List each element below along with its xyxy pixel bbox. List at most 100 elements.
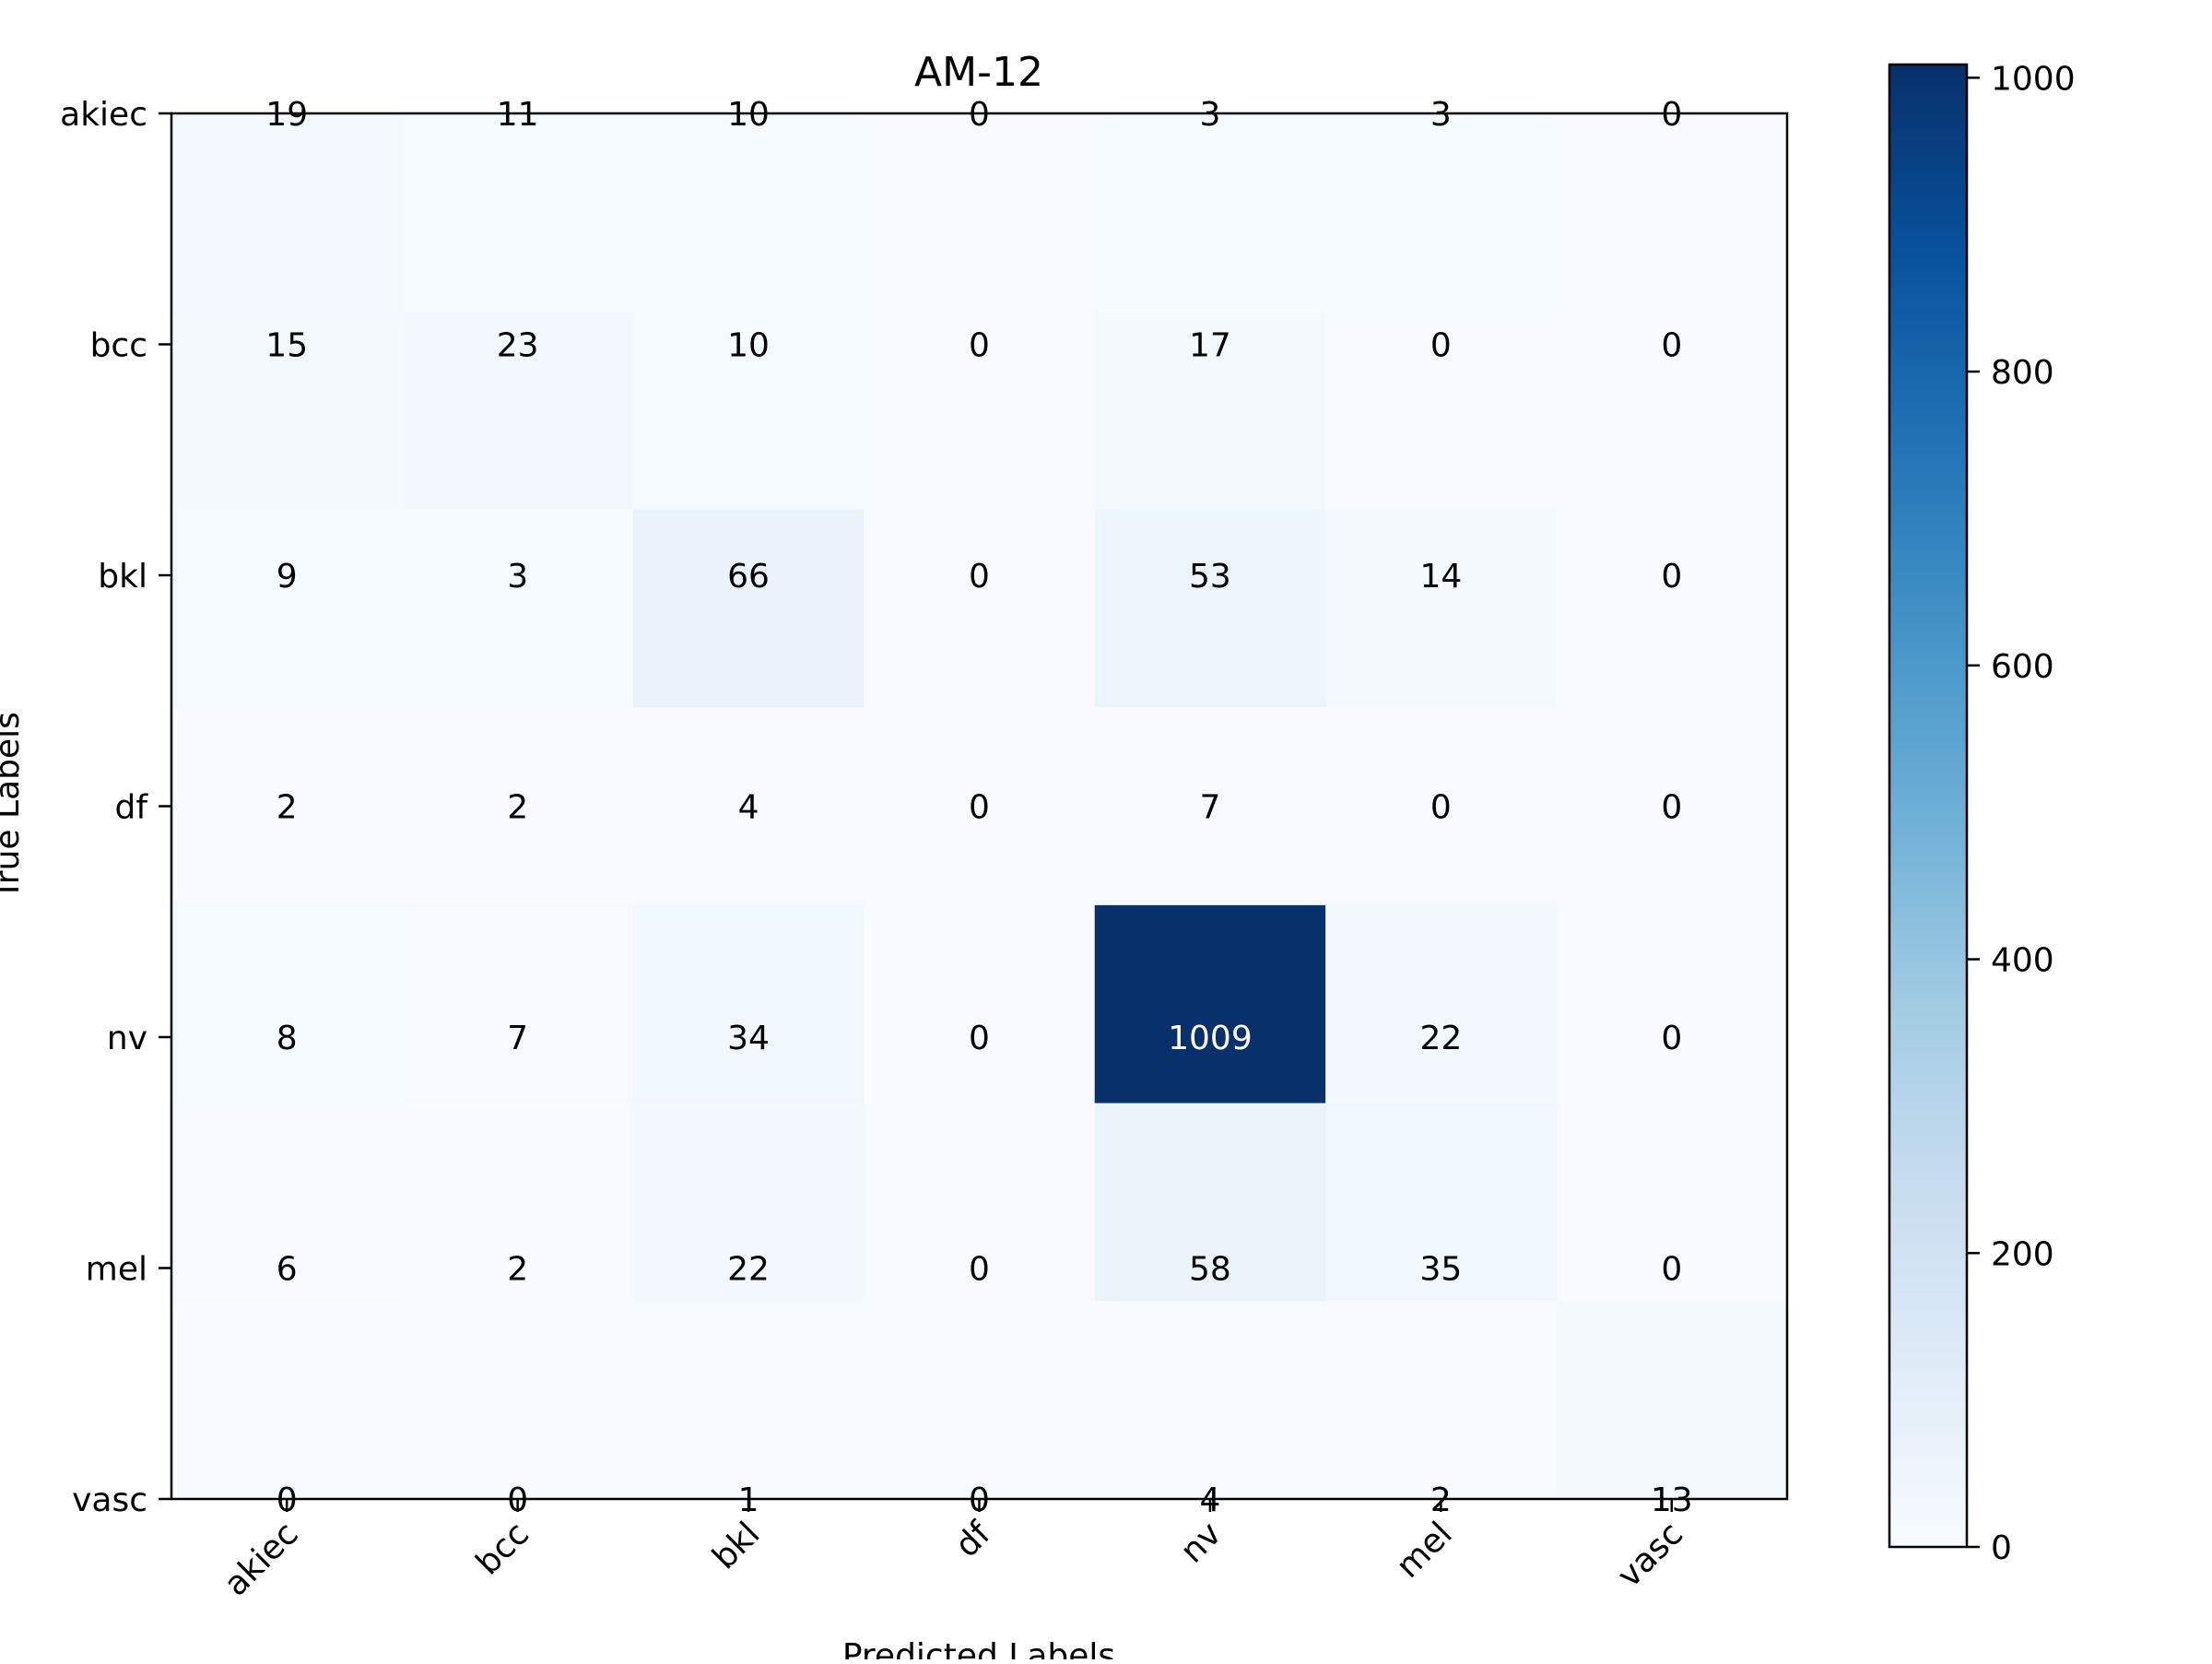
cell-value-label: 0 <box>1661 558 1682 596</box>
heatmap-cell <box>171 1103 404 1302</box>
cell-value-label: 34 <box>727 1020 770 1057</box>
cell-value-label: 22 <box>727 1251 770 1289</box>
heatmap-cell <box>1094 311 1326 511</box>
cell-value-label: 3 <box>1430 96 1452 134</box>
cell-value-label: 7 <box>507 1020 528 1057</box>
colorbar-tick-label: 600 <box>1991 648 2054 686</box>
cell-value-label: 4 <box>1199 1481 1220 1519</box>
cell-value-label: 0 <box>969 1020 990 1057</box>
cell-value-label: 19 <box>265 96 308 134</box>
cell-value-label: 4 <box>738 789 759 827</box>
cell-value-label: 0 <box>1430 327 1452 365</box>
y-axis-ticks: akiec bcc bkl df nv mel vasc <box>60 96 171 1519</box>
cell-value-label: 0 <box>276 1481 298 1519</box>
colorbar-tick-label: 200 <box>1991 1235 2054 1273</box>
cell-value-label: 15 <box>265 327 308 365</box>
heatmap-cell <box>402 904 634 1104</box>
cell-value-label: 10 <box>727 96 770 134</box>
colorbar-tick-label: 1000 <box>1991 60 2076 98</box>
cell-value-label: 8 <box>276 1020 298 1057</box>
heatmap-cell <box>864 1103 1096 1302</box>
heatmap-cell <box>1556 904 1788 1104</box>
heatmap-cell <box>864 509 1096 708</box>
cell-value-label: 0 <box>1661 96 1682 134</box>
y-tick-label: akiec <box>60 96 147 134</box>
cell-value-label: 10 <box>727 327 770 365</box>
heatmap-cell <box>864 707 1096 906</box>
heatmap-cell <box>632 1301 865 1500</box>
cell-value-label: 6 <box>276 1251 298 1289</box>
x-tick-label: df <box>948 1514 999 1564</box>
cell-value-label: 35 <box>1419 1251 1462 1289</box>
cell-value-label: 2 <box>1430 1481 1452 1519</box>
cell-value-label: 0 <box>1661 1020 1682 1057</box>
heatmap-cell <box>632 311 865 511</box>
cell-value-label: 0 <box>1661 327 1682 365</box>
cell-value-label: 9 <box>276 558 298 596</box>
cell-value-label: 66 <box>727 558 770 596</box>
heatmap-cell <box>1556 1301 1788 1500</box>
x-tick-label: vasc <box>1610 1515 1690 1595</box>
cell-value-label: 1009 <box>1168 1020 1253 1057</box>
heatmap-cell <box>402 1301 634 1500</box>
cell-value-labels: 19 11 10 0 3 3 015 23 10 0 17 0 09 3 66 0 53 14 02 2 4 0 7 0 08 7… <box>265 96 1692 1519</box>
heatmap-cell <box>632 509 865 708</box>
heatmap-cell <box>632 707 865 906</box>
heatmap-cell <box>402 311 634 511</box>
heatmap-cell <box>864 1301 1096 1500</box>
heatmap-cell <box>1094 904 1326 1104</box>
heatmap-cell <box>1325 1103 1558 1302</box>
heatmap-cell <box>402 1103 634 1302</box>
x-tick-label: bkl <box>705 1515 767 1576</box>
heatmap-cell <box>864 311 1096 511</box>
heatmap-cell <box>632 904 865 1104</box>
cell-value-label: 7 <box>1199 789 1220 827</box>
x-tick-label: akiec <box>218 1515 306 1603</box>
colorbar-tick-label: 0 <box>1991 1529 2012 1567</box>
cell-value-label: 0 <box>969 1481 990 1519</box>
heatmap-cell <box>1094 1103 1326 1302</box>
cell-value-label: 0 <box>969 96 990 134</box>
cell-value-label: 0 <box>1661 1251 1682 1289</box>
heatmap-cell <box>864 904 1096 1104</box>
heatmap-cell <box>1556 113 1788 313</box>
colorbar-ticks: 0 200 400 600 800 1000 <box>1967 60 2076 1567</box>
heatmap-cell <box>1325 904 1558 1104</box>
colorbar-tick-label: 400 <box>1991 942 2054 980</box>
y-tick-label: mel <box>86 1251 147 1289</box>
heatmap-cell <box>1094 1301 1326 1500</box>
x-tick-label: bcc <box>469 1515 536 1582</box>
heatmap-cell <box>402 509 634 708</box>
heatmap-cell <box>1325 1301 1558 1500</box>
y-tick-label: bcc <box>90 327 147 365</box>
y-tick-label: nv <box>107 1020 147 1057</box>
y-axis-label: True Labels <box>0 712 27 901</box>
heatmap-cells <box>171 113 1788 1500</box>
cell-value-label: 0 <box>969 1251 990 1289</box>
heatmap-cell <box>171 509 404 708</box>
colorbar-gradient <box>1888 63 1969 1549</box>
x-axis-label: Predicted Labels <box>842 1637 1115 1659</box>
cell-value-label: 2 <box>276 789 298 827</box>
heatmap-cell <box>1325 113 1558 313</box>
heatmap-cell <box>864 113 1096 313</box>
cell-value-label: 3 <box>1199 96 1220 134</box>
heatmap-cell <box>402 113 634 313</box>
heatmap-cell <box>1325 707 1558 906</box>
cell-value-label: 2 <box>507 1251 528 1289</box>
heatmap-cell <box>632 113 865 313</box>
cell-value-label: 23 <box>497 327 539 365</box>
heatmap-cell <box>1325 311 1558 511</box>
heatmap-cell <box>1556 509 1788 708</box>
cell-value-label: 17 <box>1189 327 1231 365</box>
cell-value-label: 14 <box>1419 558 1462 596</box>
x-tick-label: nv <box>1173 1515 1229 1570</box>
heatmap-cell <box>1556 1103 1788 1302</box>
heatmap-cell <box>632 1103 865 1302</box>
heatmap-cell <box>171 1301 404 1500</box>
cell-value-label: 0 <box>969 327 990 365</box>
heatmap-cell <box>171 904 404 1104</box>
cell-value-label: 22 <box>1419 1020 1462 1057</box>
cell-value-label: 53 <box>1189 558 1231 596</box>
